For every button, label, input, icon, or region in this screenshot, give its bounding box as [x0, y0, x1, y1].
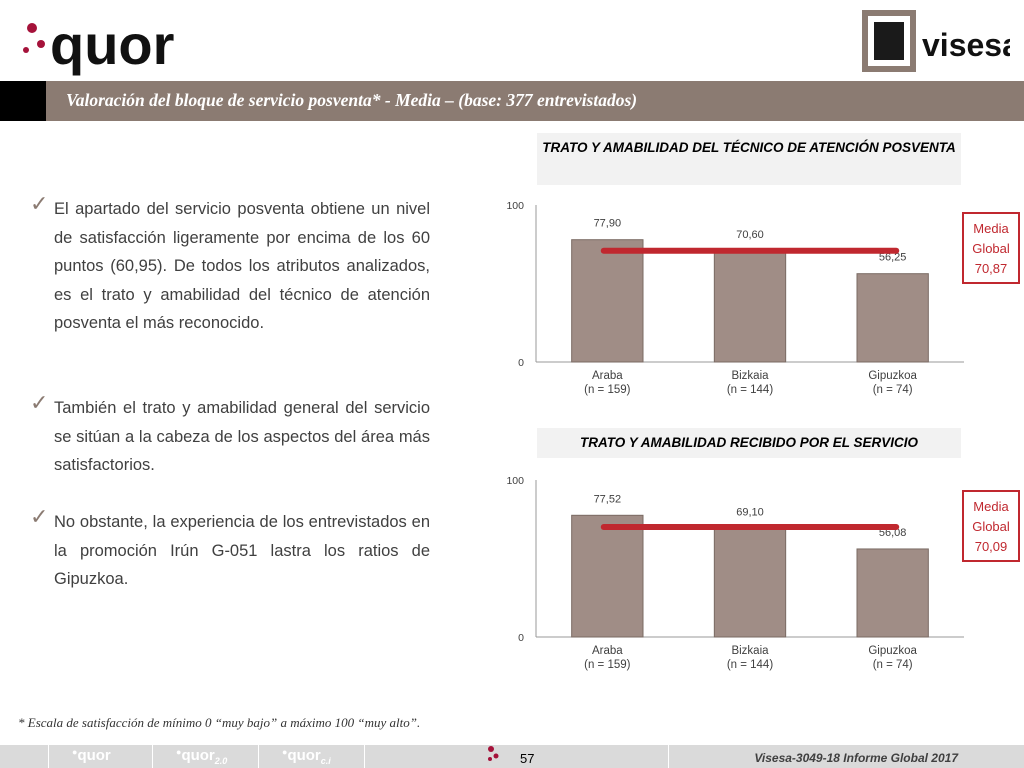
global-average-label: Global [972, 241, 1010, 256]
x-tick-sublabel: (n = 159) [584, 384, 631, 396]
x-tick-sublabel: (n = 159) [584, 659, 631, 671]
global-average-label: Media [973, 499, 1009, 514]
data-label: 77,52 [594, 493, 622, 505]
x-tick-label: Araba [592, 370, 623, 382]
y-tick-label: 100 [506, 200, 524, 212]
checkmark-icon: ✓ [30, 505, 49, 530]
footnote: * Escala de satisfacción de mínimo 0 “mu… [18, 715, 421, 730]
global-average-label: Global [972, 519, 1010, 534]
report-reference: Visesa-3049-18 Informe Global 2017 [754, 751, 958, 765]
global-average-box: Media Global 70,87 [962, 212, 1020, 284]
y-tick-label: 100 [506, 475, 524, 487]
dots-icon [488, 746, 499, 761]
data-label: 77,90 [594, 218, 622, 230]
svg-text:visesa: visesa [922, 27, 1010, 63]
bar-chart-servicio: 100 0 77,52 Araba (n = 159) 69,10 Bizkaia (n = … [506, 475, 964, 671]
dots-icon: ● [72, 747, 78, 757]
quor-logo: quor [23, 14, 174, 76]
data-label: 69,10 [736, 507, 764, 519]
global-average-value: 70,09 [974, 539, 1008, 554]
footer-logo-quor-ci: ●quorc.i [282, 747, 331, 766]
banner-accent-block [0, 81, 46, 121]
page-number: 57 [520, 751, 535, 766]
chart-title: TRATO Y AMABILIDAD DEL TÉCNICO DE ATENCI… [537, 133, 961, 185]
global-average-value: 70,87 [974, 261, 1008, 276]
x-tick-label: Gipuzkoa [868, 645, 917, 657]
data-label: 56,25 [879, 252, 907, 264]
x-tick-label: Bizkaia [731, 645, 769, 657]
bar [571, 514, 644, 638]
svg-text:quor: quor [50, 14, 174, 76]
title-banner [46, 81, 1024, 121]
dots-icon: ● [176, 747, 182, 757]
bullet-point: ✓ También el trato y amabilidad general … [30, 391, 430, 480]
bar [856, 548, 929, 638]
dots-icon: ● [282, 747, 288, 757]
footer-logo-quor: ●quor [72, 747, 111, 764]
bar-chart-tecnico: 100 0 77,90 Araba (n = 159) 70,60 Bizkaia (n = … [506, 200, 964, 396]
bullet-text: No obstante, la experiencia de los entre… [54, 513, 430, 589]
bullet-point: ✓ El apartado del servicio posventa obti… [30, 192, 430, 338]
visesa-logo: visesa [862, 10, 1010, 72]
bar [856, 273, 929, 363]
checkmark-icon: ✓ [30, 391, 49, 416]
x-tick-label: Araba [592, 645, 623, 657]
bar [713, 528, 787, 638]
x-tick-label: Bizkaia [731, 370, 769, 382]
footer-divider [258, 745, 259, 768]
global-average-box: Media Global 70,09 [962, 490, 1020, 562]
chart-title: TRATO Y AMABILIDAD RECIBIDO POR EL SERVI… [537, 428, 961, 458]
x-tick-sublabel: (n = 144) [727, 384, 774, 396]
bullet-text: El apartado del servicio posventa obtien… [54, 200, 430, 333]
bar [571, 239, 644, 363]
data-label: 70,60 [736, 229, 764, 241]
x-tick-sublabel: (n = 74) [873, 659, 913, 671]
global-average-label: Media [973, 221, 1009, 236]
x-tick-label: Gipuzkoa [868, 370, 917, 382]
y-tick-label: 0 [518, 357, 524, 369]
bar [713, 250, 787, 363]
page-title: Valoración del bloque de servicio posven… [66, 90, 638, 110]
footer-divider [152, 745, 153, 768]
footer-divider [668, 745, 669, 768]
footer-divider [48, 745, 49, 768]
x-tick-sublabel: (n = 74) [873, 384, 913, 396]
x-tick-sublabel: (n = 144) [727, 659, 774, 671]
bullet-point: ✓ No obstante, la experiencia de los ent… [30, 505, 430, 594]
footer-divider [364, 745, 365, 768]
bullet-text: También el trato y amabilidad general de… [54, 399, 430, 475]
footer-bar [0, 745, 1024, 768]
checkmark-icon: ✓ [30, 192, 49, 217]
y-tick-label: 0 [518, 632, 524, 644]
footer-logo-quor-2: ●quor2.0 [176, 747, 228, 766]
